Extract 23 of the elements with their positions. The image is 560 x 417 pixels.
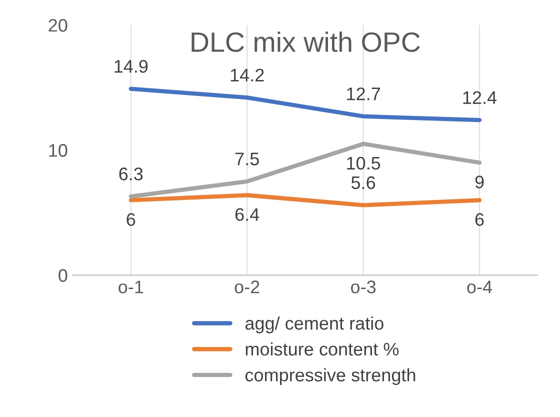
data-label: 6: [126, 213, 136, 226]
legend-label: moisture content %: [246, 342, 399, 356]
data-label: 7.5: [235, 152, 259, 166]
y-tick-label: 0: [58, 269, 68, 282]
data-label: 14.2: [230, 68, 264, 82]
data-label: 6.4: [235, 208, 260, 221]
chart-title: DLC mix with OPC: [192, 32, 420, 52]
legend-label: compressive strength: [245, 368, 416, 386]
y-tick-label: 10: [49, 144, 68, 157]
data-label: 6: [475, 213, 484, 226]
y-tick-label: 20: [48, 18, 68, 32]
legend-label: agg/ cement ratio: [245, 316, 384, 334]
data-label: 14.9: [114, 60, 148, 73]
data-label: 10.5: [347, 156, 380, 170]
data-label: 12.4: [463, 91, 497, 104]
data-label: 6.3: [119, 168, 143, 180]
data-label: 9: [475, 176, 484, 188]
data-label: 12.7: [347, 87, 380, 100]
x-tick-label: o-2: [234, 280, 260, 294]
x-tick-label: o-1: [118, 280, 144, 294]
x-tick-label: o-3: [351, 280, 376, 294]
x-tick-label: o-4: [467, 280, 492, 294]
data-label: 5.6: [351, 176, 376, 190]
